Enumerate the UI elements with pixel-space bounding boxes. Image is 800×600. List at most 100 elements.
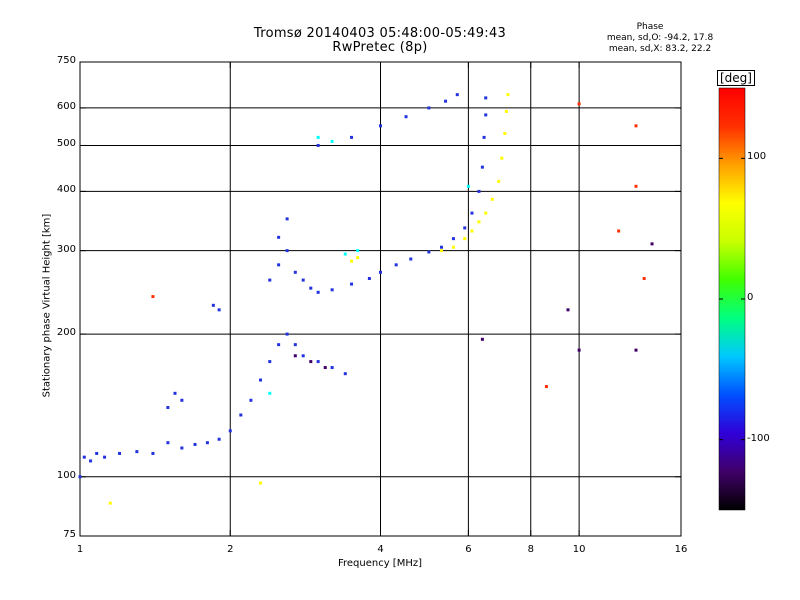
data-point [427, 106, 431, 110]
data-point [78, 475, 82, 479]
data-point [504, 109, 508, 113]
data-point [650, 242, 654, 246]
data-point [118, 451, 122, 455]
colorbar-tick-label: -100 [747, 432, 770, 444]
data-point [301, 354, 305, 358]
x-tick-label: 8 [527, 544, 534, 555]
y-tick-label: 100 [56, 469, 76, 481]
data-point [259, 378, 263, 382]
data-point [293, 343, 297, 347]
data-point [166, 406, 170, 410]
colorbar-tick-label: 0 [747, 292, 754, 303]
x-tick-label: 6 [465, 544, 472, 555]
colorbar-tick-label: 100 [747, 151, 767, 163]
data-point [151, 295, 155, 299]
colorbar-ticks [719, 157, 745, 441]
data-point [470, 229, 474, 233]
data-point [500, 156, 504, 160]
data-point [330, 139, 334, 143]
data-point [193, 442, 197, 446]
axis-ticks [79, 61, 682, 537]
data-point [330, 366, 334, 370]
data-point [108, 501, 112, 505]
data-point [268, 360, 272, 364]
y-tick-label: 400 [56, 184, 76, 196]
data-point [249, 398, 253, 402]
data-point [316, 143, 320, 147]
data-point [316, 135, 320, 139]
x-tick-label: 10 [572, 544, 586, 555]
data-point [151, 451, 155, 455]
data-point [440, 249, 444, 253]
data-point [301, 278, 305, 282]
data-point [490, 197, 494, 201]
x-axis-label: Frequency [MHz] [337, 558, 423, 569]
data-point [293, 354, 297, 358]
x-tick-label: 16 [674, 544, 688, 555]
data-point [506, 93, 510, 97]
data-point [477, 220, 481, 224]
data-point [343, 372, 347, 376]
data-point [577, 348, 581, 352]
data-point [180, 398, 184, 402]
data-point [394, 263, 398, 267]
data-point [82, 455, 86, 459]
chart-title: Tromsø 20140403 05:48:00-05:49:43 [253, 26, 507, 41]
data-point [173, 391, 177, 395]
data-point [323, 366, 327, 370]
data-point [444, 99, 448, 103]
x-tick-label: 4 [377, 544, 384, 555]
data-point [217, 437, 221, 441]
y-tick-label: 300 [56, 243, 76, 255]
data-point [480, 165, 484, 169]
data-point [330, 288, 334, 292]
data-point [277, 263, 281, 267]
data-point [217, 308, 221, 312]
data-point [293, 270, 297, 274]
data-point [350, 135, 354, 139]
data-point [211, 303, 215, 307]
data-point [634, 124, 638, 128]
data-point [135, 450, 139, 454]
data-point [309, 286, 313, 290]
y-tick-label: 75 [63, 529, 76, 540]
data-point [440, 245, 444, 249]
x-tick-label: 2 [227, 544, 234, 555]
data-point [277, 343, 281, 347]
data-point [239, 413, 243, 417]
data-point [228, 429, 232, 433]
data-point [404, 115, 408, 119]
data-point [316, 360, 320, 364]
y-tick-label: 600 [56, 100, 76, 112]
y-tick-label: 500 [56, 138, 76, 150]
data-point [309, 360, 313, 364]
data-point [277, 235, 281, 239]
chart-subtitle: RwPretec (8p) [332, 40, 428, 55]
data-point [166, 441, 170, 445]
data-point [634, 348, 638, 352]
data-point [259, 481, 263, 485]
data-point [379, 270, 382, 274]
data-point [451, 245, 455, 249]
data-point [642, 277, 646, 281]
data-point [463, 226, 467, 230]
data-point [89, 459, 93, 463]
data-point [379, 124, 382, 128]
phase-info-o: mean, sd,O: -94.2, 17.8 [606, 33, 714, 43]
phase-info-x: mean, sd,X: 83.2, 22.2 [608, 44, 712, 54]
data-point [480, 337, 484, 341]
data-point [482, 135, 486, 139]
data-point [455, 93, 459, 97]
grid-lines [80, 62, 681, 536]
data-point [634, 184, 638, 188]
data-point [409, 257, 413, 261]
data-point [343, 252, 347, 256]
data-point [268, 391, 272, 395]
phase-info-heading: Phase [636, 22, 664, 32]
data-point [466, 184, 470, 188]
data-point [285, 332, 289, 336]
data-point [470, 211, 474, 215]
data-point [350, 259, 354, 263]
data-point [451, 237, 455, 241]
